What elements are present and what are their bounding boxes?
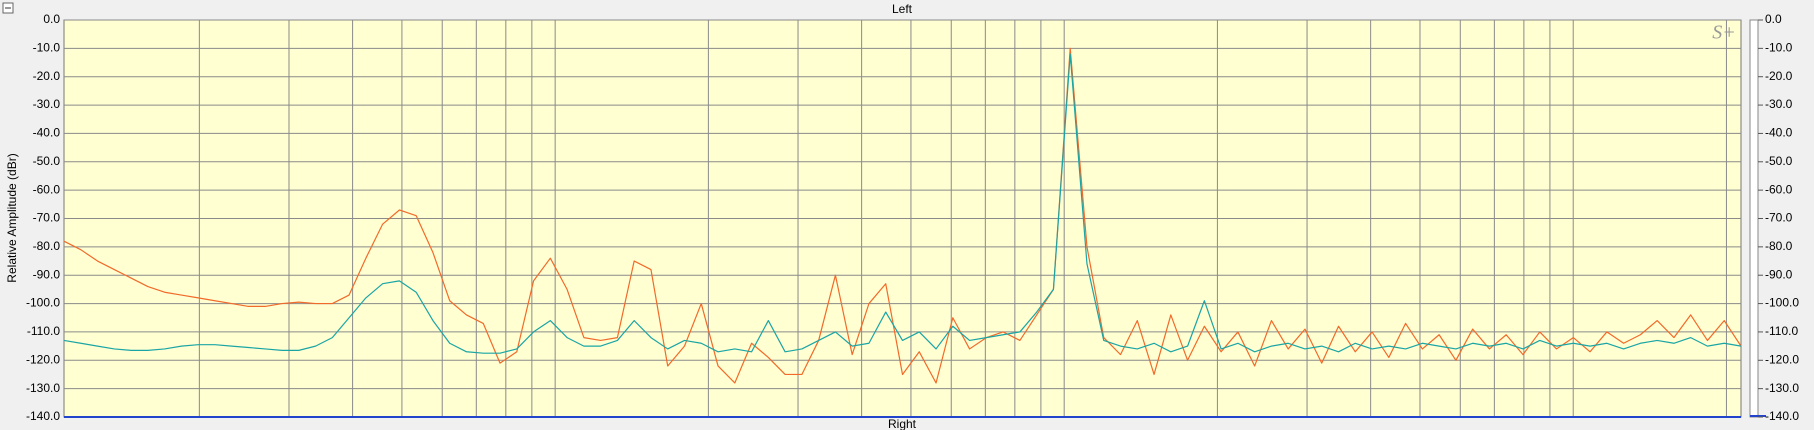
y2-tick-label: -30.0 (1765, 97, 1793, 111)
y-tick-label: -80.0 (33, 239, 61, 253)
y2-tick-label: -10.0 (1765, 41, 1793, 55)
y2-tick-label: -140.0 (1765, 409, 1799, 423)
y-tick-label: -140.0 (26, 409, 60, 423)
y-tick-label: -90.0 (33, 267, 61, 281)
y-tick-label: -60.0 (33, 182, 61, 196)
logo: S+ (1712, 22, 1736, 44)
y2-tick-label: 0.0 (1765, 12, 1782, 26)
y-tick-label: -100.0 (26, 296, 60, 310)
y-tick-label: -70.0 (33, 211, 61, 225)
y2-tick-label: -40.0 (1765, 126, 1793, 140)
y-tick-label: 0.0 (43, 12, 60, 26)
y-tick-label: -130.0 (26, 381, 60, 395)
x-axis-label: Right (888, 417, 917, 430)
y2-tick-label: -50.0 (1765, 154, 1793, 168)
spectrum-line (63, 47, 1742, 384)
y-tick-label: -20.0 (33, 69, 61, 83)
y2-tick-label: -130.0 (1765, 381, 1799, 395)
y2-tick-label: -60.0 (1765, 182, 1793, 196)
y2-tick-label: -90.0 (1765, 267, 1793, 281)
spectrum-line (63, 53, 1742, 354)
y2-tick-label: -120.0 (1765, 352, 1799, 366)
y2-tick-label: -70.0 (1765, 211, 1793, 225)
y-tick-label: -10.0 (33, 41, 61, 55)
y-tick-label: -30.0 (33, 97, 61, 111)
y-tick-label: -120.0 (26, 352, 60, 366)
y-tick-label: -40.0 (33, 126, 61, 140)
y2-tick-label: -20.0 (1765, 69, 1793, 83)
y2-axis-strip (1749, 19, 1759, 418)
y2-tick-label: -80.0 (1765, 239, 1793, 253)
y2-tick-label: -110.0 (1765, 324, 1798, 338)
chart-title: Left (892, 2, 913, 16)
y-axis-label: Relative Amplitude (dBr) (5, 153, 19, 282)
y-tick-label: -50.0 (33, 154, 61, 168)
y2-tick-label: -100.0 (1765, 296, 1799, 310)
y-tick-label: -110.0 (27, 324, 60, 338)
